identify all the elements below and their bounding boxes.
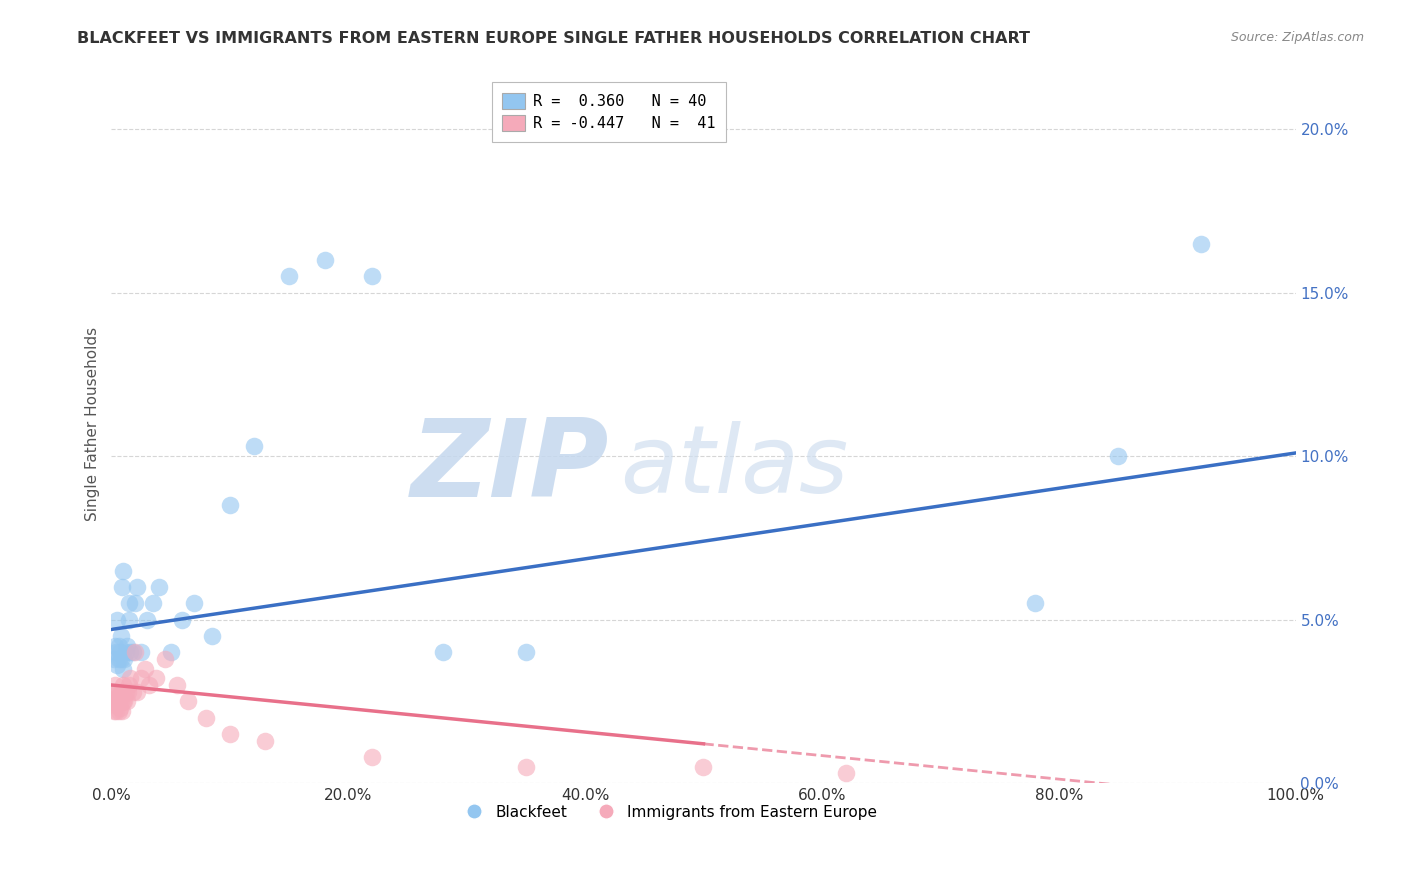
Point xyxy=(515,760,537,774)
Point xyxy=(114,694,136,708)
Point xyxy=(112,564,135,578)
Point xyxy=(218,727,240,741)
Point xyxy=(115,694,138,708)
Point xyxy=(692,760,714,774)
Point xyxy=(134,662,156,676)
Y-axis label: Single Father Households: Single Father Households xyxy=(86,326,100,521)
Point xyxy=(120,645,142,659)
Point xyxy=(159,645,181,659)
Point xyxy=(1107,449,1129,463)
Point xyxy=(432,645,454,659)
Point xyxy=(195,711,218,725)
Point xyxy=(834,766,856,780)
Point xyxy=(107,652,129,666)
Point xyxy=(127,684,149,698)
Point xyxy=(1189,236,1212,251)
Point xyxy=(118,613,141,627)
Text: ZIP: ZIP xyxy=(411,414,609,520)
Point xyxy=(166,678,188,692)
Point xyxy=(117,684,139,698)
Point xyxy=(172,613,194,627)
Point xyxy=(112,694,135,708)
Point xyxy=(142,596,165,610)
Point xyxy=(183,596,205,610)
Point xyxy=(103,684,125,698)
Text: atlas: atlas xyxy=(620,421,849,512)
Point xyxy=(104,698,127,712)
Point xyxy=(111,580,134,594)
Point xyxy=(108,701,131,715)
Point xyxy=(218,498,240,512)
Point xyxy=(118,596,141,610)
Point xyxy=(114,652,136,666)
Point xyxy=(110,684,132,698)
Point xyxy=(314,253,336,268)
Point xyxy=(515,645,537,659)
Point xyxy=(105,684,128,698)
Point xyxy=(121,684,143,698)
Point xyxy=(110,629,132,643)
Point xyxy=(127,580,149,594)
Text: BLACKFEET VS IMMIGRANTS FROM EASTERN EUROPE SINGLE FATHER HOUSEHOLDS CORRELATION: BLACKFEET VS IMMIGRANTS FROM EASTERN EUR… xyxy=(77,31,1031,46)
Point xyxy=(103,704,125,718)
Point xyxy=(129,645,152,659)
Point xyxy=(278,269,301,284)
Point xyxy=(177,694,200,708)
Point xyxy=(114,645,136,659)
Point xyxy=(138,678,160,692)
Point xyxy=(103,652,125,666)
Point xyxy=(107,639,129,653)
Point xyxy=(110,694,132,708)
Point xyxy=(110,652,132,666)
Point xyxy=(105,691,128,706)
Point xyxy=(1024,596,1046,610)
Point xyxy=(242,439,264,453)
Point xyxy=(254,733,277,747)
Point xyxy=(145,672,167,686)
Point xyxy=(361,750,384,764)
Point xyxy=(136,613,159,627)
Point xyxy=(124,596,146,610)
Point xyxy=(115,639,138,653)
Point xyxy=(111,704,134,718)
Point xyxy=(120,672,142,686)
Point xyxy=(114,684,136,698)
Point xyxy=(105,645,128,659)
Point xyxy=(129,672,152,686)
Point xyxy=(112,662,135,676)
Point xyxy=(201,629,224,643)
Point xyxy=(105,658,128,673)
Point xyxy=(108,645,131,659)
Point xyxy=(105,694,128,708)
Point xyxy=(361,269,384,284)
Point xyxy=(104,639,127,653)
Point xyxy=(105,613,128,627)
Point xyxy=(104,678,127,692)
Point xyxy=(153,652,176,666)
Point xyxy=(124,645,146,659)
Point xyxy=(121,645,143,659)
Point xyxy=(107,694,129,708)
Legend: Blackfeet, Immigrants from Eastern Europe: Blackfeet, Immigrants from Eastern Europ… xyxy=(453,798,883,826)
Point xyxy=(105,704,128,718)
Text: Source: ZipAtlas.com: Source: ZipAtlas.com xyxy=(1230,31,1364,45)
Point xyxy=(112,678,135,692)
Point xyxy=(101,694,124,708)
Point xyxy=(118,678,141,692)
Point xyxy=(148,580,170,594)
Point xyxy=(107,704,129,718)
Point xyxy=(108,691,131,706)
